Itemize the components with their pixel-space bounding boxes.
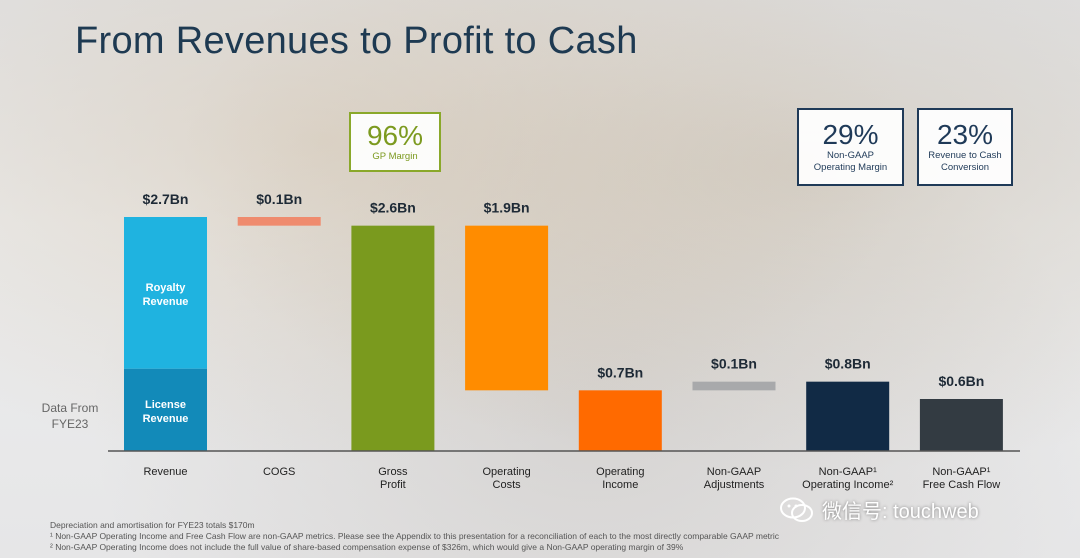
- footnote-3: ² Non-GAAP Operating Income does not inc…: [50, 542, 684, 552]
- bar-value-label: $1.9Bn: [484, 200, 530, 216]
- gp-margin-value: 96%: [366, 120, 424, 151]
- category-label: Non-GAAP¹: [932, 466, 990, 478]
- operating-margin-value: 29%: [822, 119, 879, 150]
- category-label: Profit: [380, 479, 406, 491]
- bar-4: [578, 390, 662, 451]
- bar-value-label: $2.6Bn: [370, 200, 416, 216]
- bar-value-label: $0.1Bn: [711, 356, 757, 372]
- cash-conversion-label-line2: Conversion: [940, 162, 990, 173]
- category-label: Income: [602, 479, 638, 491]
- category-label: COGS: [263, 466, 295, 478]
- cash-conversion-value: 23%: [936, 119, 994, 150]
- segment-label: Revenue: [143, 413, 189, 425]
- category-label: Revenue: [143, 466, 187, 478]
- segment-label: Royalty: [146, 282, 187, 294]
- bar-segment-0-1: [124, 217, 207, 369]
- operating-margin-label-line1: Non-GAAP: [827, 150, 874, 161]
- operating-margin-box: 29% Non-GAAP Operating Margin: [797, 108, 904, 186]
- bar-3: [465, 225, 549, 391]
- footnotes: Depreciation and amortisation for FYE23 …: [50, 520, 779, 553]
- segment-label: Revenue: [143, 296, 189, 308]
- operating-margin-label-line2: Operating Margin: [813, 162, 888, 173]
- footnote-2: ¹ Non-GAAP Operating Income and Free Cas…: [50, 531, 779, 541]
- bar-6: [806, 381, 890, 451]
- side-label-line2: FYE23: [52, 417, 89, 431]
- category-label: Gross: [378, 466, 408, 478]
- cash-conversion-label-line1: Revenue to Cash: [928, 150, 1002, 161]
- bar-value-label: $0.1Bn: [256, 191, 302, 207]
- slide-title: From Revenues to Profit to Cash: [75, 20, 638, 62]
- gp-margin-label: GP Margin: [372, 151, 418, 162]
- bar-value-label: $0.7Bn: [597, 364, 643, 380]
- category-label: Free Cash Flow: [923, 479, 1001, 491]
- category-label: Costs: [493, 479, 522, 491]
- category-label: Non-GAAP¹: [819, 466, 877, 478]
- cash-conversion-box: 23% Revenue to Cash Conversion: [917, 108, 1013, 186]
- category-label: Operating: [482, 466, 530, 478]
- bar-7: [919, 399, 1003, 451]
- bar-1: [237, 217, 321, 226]
- footnote-1: Depreciation and amortisation for FYE23 …: [50, 520, 255, 530]
- wechat-icon: [780, 497, 814, 523]
- bar-value-label: $0.8Bn: [825, 356, 871, 372]
- gp-margin-box: 96% GP Margin: [349, 112, 441, 172]
- bar-value-label: $0.6Bn: [938, 373, 984, 389]
- segment-label: License: [145, 399, 186, 411]
- bar-value-label: $2.7Bn: [143, 191, 189, 207]
- bar-2: [351, 225, 435, 451]
- category-label: Operating Income²: [802, 479, 893, 491]
- bar-segment-0-0: [124, 368, 207, 451]
- watermark-text: 微信号: touchweb: [822, 501, 979, 523]
- category-label: Non-GAAP: [707, 466, 761, 478]
- bar-5: [692, 381, 776, 391]
- wechat-watermark: 微信号: touchweb: [780, 495, 979, 524]
- category-label: Adjustments: [704, 479, 765, 491]
- category-label: Operating: [596, 466, 644, 478]
- side-label-line1: Data From: [42, 401, 99, 415]
